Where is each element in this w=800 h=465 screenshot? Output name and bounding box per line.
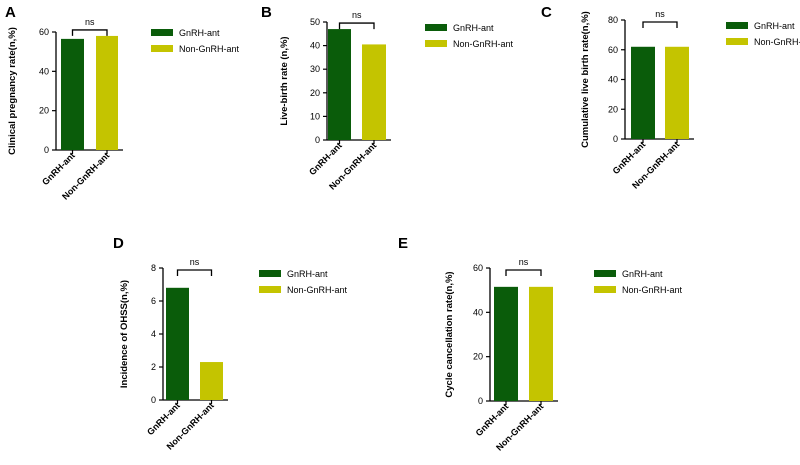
- category-label: GnRH-ant: [40, 150, 77, 187]
- legend-swatch: [151, 45, 173, 52]
- panel-letter: D: [113, 235, 124, 252]
- bar-non-gnrh-ant: [529, 286, 553, 401]
- panel-letter: C: [541, 4, 552, 21]
- legend-label: Non-GnRH-ant: [453, 39, 514, 49]
- bar-gnrh-ant: [494, 286, 518, 401]
- y-tick-label: 60: [473, 263, 483, 273]
- legend-label: GnRH-ant: [453, 23, 494, 33]
- legend-label: Non-GnRH-ant: [754, 37, 800, 47]
- panel-letter: E: [398, 235, 408, 252]
- y-axis-label: Incidence of OHSS(n,%): [119, 280, 130, 388]
- panel-letter: A: [5, 4, 16, 21]
- significance-bracket: [176, 269, 213, 276]
- legend-swatch: [259, 270, 281, 277]
- y-tick-label: 0: [44, 145, 49, 155]
- panel-d: D 0 2 4 6 8 Incidence of OHSS(n,%) GnRH-ant Non-…: [113, 235, 348, 452]
- panel-c: C 0 20 40 60 80 Cumulative live birth rate(n,%…: [541, 4, 800, 191]
- category-label: GnRH-ant: [307, 140, 344, 177]
- panel-a: A 0 20 40 60 Clinical pregnancy rate(n,%) GnRH…: [5, 4, 240, 202]
- legend-label: GnRH-ant: [179, 28, 220, 38]
- y-tick-label: 0: [151, 395, 156, 405]
- y-tick-label: 4: [151, 329, 156, 339]
- bar-non-gnrh-ant: [665, 46, 689, 139]
- legend-swatch: [151, 29, 173, 36]
- legend-label: Non-GnRH-ant: [287, 285, 348, 295]
- y-tick-label: 6: [151, 296, 156, 306]
- significance-bracket: [71, 29, 108, 36]
- y-tick-label: 60: [39, 27, 49, 37]
- legend-swatch: [425, 40, 447, 47]
- legend-label: Non-GnRH-ant: [179, 44, 240, 54]
- y-tick-label: 30: [310, 64, 320, 74]
- significance-label: ns: [85, 17, 95, 27]
- bar-non-gnrh-ant: [362, 44, 386, 140]
- bar-non-gnrh-ant: [96, 35, 118, 150]
- y-tick-label: 50: [310, 17, 320, 27]
- y-axis-label: Cycle cancellation rate(n,%): [444, 271, 455, 397]
- significance-label: ns: [655, 9, 665, 19]
- bar-gnrh-ant: [166, 287, 189, 400]
- y-tick-label: 20: [473, 352, 483, 362]
- legend-label: GnRH-ant: [754, 21, 795, 31]
- legend-swatch: [259, 286, 281, 293]
- y-tick-label: 80: [608, 15, 618, 25]
- legend-swatch: [594, 286, 616, 293]
- y-axis-label: Live-birth rate (n,%): [279, 36, 290, 125]
- y-tick-label: 20: [310, 88, 320, 98]
- panel-b: B 0 10 20 30 40 50 Live-birth rate (n,%) GnRH-an…: [261, 4, 514, 192]
- y-tick-label: 0: [478, 396, 483, 406]
- y-tick-label: 2: [151, 362, 156, 372]
- legend-swatch: [425, 24, 447, 31]
- bar-gnrh-ant: [631, 46, 655, 139]
- y-tick-label: 20: [608, 104, 618, 114]
- significance-label: ns: [352, 10, 362, 20]
- y-tick-label: 40: [310, 41, 320, 51]
- y-tick-label: 40: [473, 307, 483, 317]
- y-tick-label: 0: [613, 134, 618, 144]
- significance-bracket: [642, 21, 678, 28]
- y-tick-label: 8: [151, 263, 156, 273]
- y-tick-label: 40: [39, 66, 49, 76]
- legend-swatch: [726, 38, 748, 45]
- y-tick-label: 60: [608, 45, 618, 55]
- bar-gnrh-ant: [61, 38, 84, 151]
- legend-label: Non-GnRH-ant: [622, 285, 683, 295]
- bar-non-gnrh-ant: [200, 362, 223, 400]
- y-tick-label: 40: [608, 75, 618, 85]
- y-tick-label: 10: [310, 111, 320, 121]
- significance-label: ns: [190, 257, 200, 267]
- panel-e: E 0 20 40 60 Cycle cancellation rate(n,%) GnRH…: [398, 235, 683, 453]
- category-label: GnRH-ant: [474, 401, 511, 438]
- significance-bracket: [505, 269, 542, 276]
- y-tick-label: 20: [39, 106, 49, 116]
- y-axis-label: Cumulative live birth rate(n,%): [580, 11, 591, 148]
- y-tick-label: 0: [315, 135, 320, 145]
- legend-swatch: [726, 22, 748, 29]
- legend-label: GnRH-ant: [287, 269, 328, 279]
- bar-gnrh-ant: [328, 29, 351, 140]
- legend-label: GnRH-ant: [622, 269, 663, 279]
- significance-bracket: [338, 22, 375, 30]
- legend-swatch: [594, 270, 616, 277]
- significance-label: ns: [519, 257, 529, 267]
- y-axis-label: Clinical pregnancy rate(n,%): [7, 27, 18, 155]
- panel-letter: B: [261, 4, 272, 21]
